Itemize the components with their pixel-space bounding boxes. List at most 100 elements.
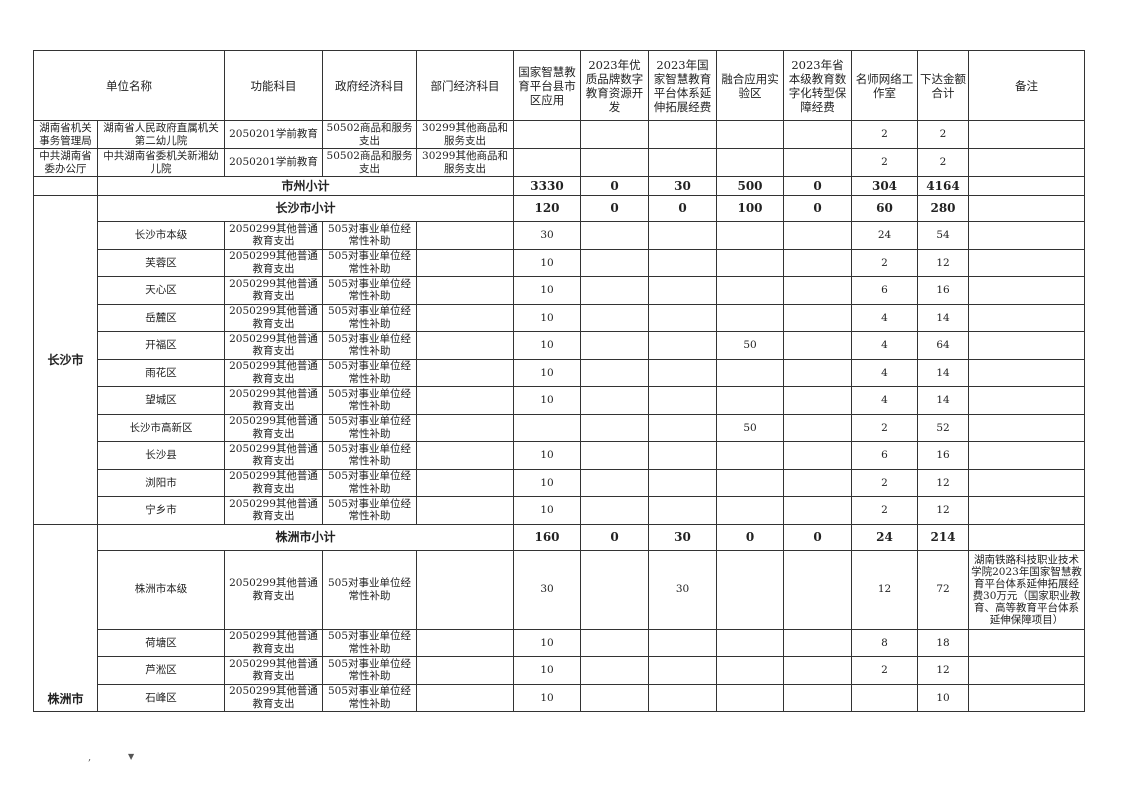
- c5-cell: [783, 303, 852, 332]
- total-cell: 12: [917, 496, 969, 525]
- table-row: 长沙市本级 2050299其他普通教育支出 505对事业单位经常性补助 30 24 54: [34, 221, 1085, 250]
- dept-cell: [416, 468, 514, 497]
- header-row: 单位名称 功能科目 政府经济科目 部门经济科目 国家智慧教育平台县市区应用 20…: [33, 50, 1085, 121]
- c6-cell: 4: [851, 331, 918, 360]
- c2-cell: [580, 221, 649, 250]
- header-note: 备注: [968, 50, 1085, 121]
- c3-cell: [648, 358, 717, 387]
- c2-cell: [580, 496, 649, 525]
- header-func: 功能科目: [224, 50, 323, 121]
- gov-cell: 505对事业单位经常性补助: [322, 468, 417, 497]
- unit-cell: 天心区: [97, 276, 225, 305]
- c4-cell: [716, 276, 784, 305]
- note-cell: [968, 120, 1085, 149]
- func-cell: 2050299其他普通教育支出: [224, 276, 323, 305]
- table-row: 望城区 2050299其他普通教育支出 505对事业单位经常性补助 10 4 14: [34, 386, 1085, 415]
- gov-cell: 505对事业单位经常性补助: [322, 276, 417, 305]
- c1-cell: 10: [513, 358, 581, 387]
- c1-cell: 10: [513, 683, 581, 712]
- note-cell: [968, 441, 1085, 470]
- c4-cell: [716, 303, 784, 332]
- total-cell: 12: [917, 248, 969, 277]
- unit-cell: 中共湖南省委机关新湘幼儿院: [97, 148, 225, 177]
- unit-cell: 湖南省人民政府直属机关第二幼儿院: [97, 120, 225, 149]
- dept-cell: [416, 331, 514, 360]
- c5-cell: [783, 683, 852, 712]
- c5-cell: [783, 468, 852, 497]
- c4-cell: 0: [716, 523, 784, 551]
- note-cell: 湖南铁路科技职业技术学院2023年国家智慧教育平台体系延伸拓展经费30万元（国家…: [968, 549, 1085, 630]
- unit-cell: 雨花区: [97, 358, 225, 387]
- total-cell: 72: [917, 549, 969, 630]
- c3-cell: [648, 413, 717, 442]
- table-row: 长沙县 2050299其他普通教育支出 505对事业单位经常性补助 10 6 16: [34, 441, 1085, 470]
- c2-cell: [580, 276, 649, 305]
- c6-cell: 304: [851, 176, 918, 196]
- c2-cell: [580, 358, 649, 387]
- c4-cell: [716, 386, 784, 415]
- c4-cell: [716, 248, 784, 277]
- c1-cell: [513, 413, 581, 442]
- table-row: 株洲市本级 2050299其他普通教育支出 505对事业单位经常性补助 30 30 12 7…: [34, 549, 1085, 630]
- c1-cell: 10: [513, 303, 581, 332]
- allocation-table: 单位名称 功能科目 政府经济科目 部门经济科目 国家智慧教育平台县市区应用 20…: [33, 50, 1085, 712]
- total-cell: 14: [917, 303, 969, 332]
- c6-cell: 2: [851, 248, 918, 277]
- c3-cell: 30: [648, 523, 717, 551]
- unit-cell: 石峰区: [97, 683, 225, 712]
- c3-cell: [648, 331, 717, 360]
- table-row: 开福区 2050299其他普通教育支出 505对事业单位经常性补助 10 50 4 64: [34, 331, 1085, 360]
- gov-cell: 505对事业单位经常性补助: [322, 413, 417, 442]
- unit-cell: 开福区: [97, 331, 225, 360]
- c1-cell: 10: [513, 656, 581, 685]
- dept-cell: 30299其他商品和服务支出: [416, 120, 514, 149]
- c3-cell: [648, 221, 717, 250]
- c6-cell: 4: [851, 358, 918, 387]
- c3-cell: [648, 656, 717, 685]
- table-row: 荷塘区 2050299其他普通教育支出 505对事业单位经常性补助 10 8 18: [34, 628, 1085, 657]
- c5-cell: 0: [783, 523, 852, 551]
- c5-cell: [783, 120, 852, 149]
- c6-cell: 2: [851, 468, 918, 497]
- c2-cell: [580, 120, 649, 149]
- func-cell: 2050299其他普通教育支出: [224, 221, 323, 250]
- c3-cell: [648, 303, 717, 332]
- note-cell: [968, 523, 1085, 551]
- dept-cell: 30299其他商品和服务支出: [416, 148, 514, 177]
- c4-cell: [716, 148, 784, 177]
- c6-cell: 8: [851, 628, 918, 657]
- note-cell: [968, 221, 1085, 250]
- unit-cell: 芦淞区: [97, 656, 225, 685]
- c4-cell: [716, 468, 784, 497]
- city-subtotal-row: 市州小计 3330 0 30 500 0 304 4164: [33, 176, 1085, 196]
- note-cell: [968, 386, 1085, 415]
- c2-cell: [580, 468, 649, 497]
- gov-cell: 505对事业单位经常性补助: [322, 331, 417, 360]
- c2-cell: [580, 413, 649, 442]
- scan-mark: ,: [88, 752, 92, 763]
- blank-cell: [33, 176, 98, 196]
- c6-cell: 2: [851, 656, 918, 685]
- gov-cell: 50502商品和服务支出: [322, 120, 417, 149]
- total-cell: 14: [917, 358, 969, 387]
- c1-cell: [513, 120, 581, 149]
- table-row: 雨花区 2050299其他普通教育支出 505对事业单位经常性补助 10 4 14: [34, 358, 1085, 387]
- total-cell: 14: [917, 386, 969, 415]
- c6-cell: 6: [851, 276, 918, 305]
- c1-cell: 30: [513, 221, 581, 250]
- c6-cell: 2: [851, 496, 918, 525]
- table-row: 石峰区 2050299其他普通教育支出 505对事业单位经常性补助 10 10: [34, 683, 1085, 712]
- dept-cell: [416, 441, 514, 470]
- c6-cell: 2: [851, 120, 918, 149]
- c1-cell: 3330: [513, 176, 581, 196]
- dept-cell: [416, 248, 514, 277]
- c1-cell: 30: [513, 549, 581, 630]
- note-cell: [968, 628, 1085, 657]
- c5-cell: [783, 441, 852, 470]
- c3-cell: [648, 276, 717, 305]
- total-cell: 12: [917, 468, 969, 497]
- gov-cell: 505对事业单位经常性补助: [322, 656, 417, 685]
- c4-cell: [716, 496, 784, 525]
- c1-cell: 10: [513, 248, 581, 277]
- c6-cell: 2: [851, 148, 918, 177]
